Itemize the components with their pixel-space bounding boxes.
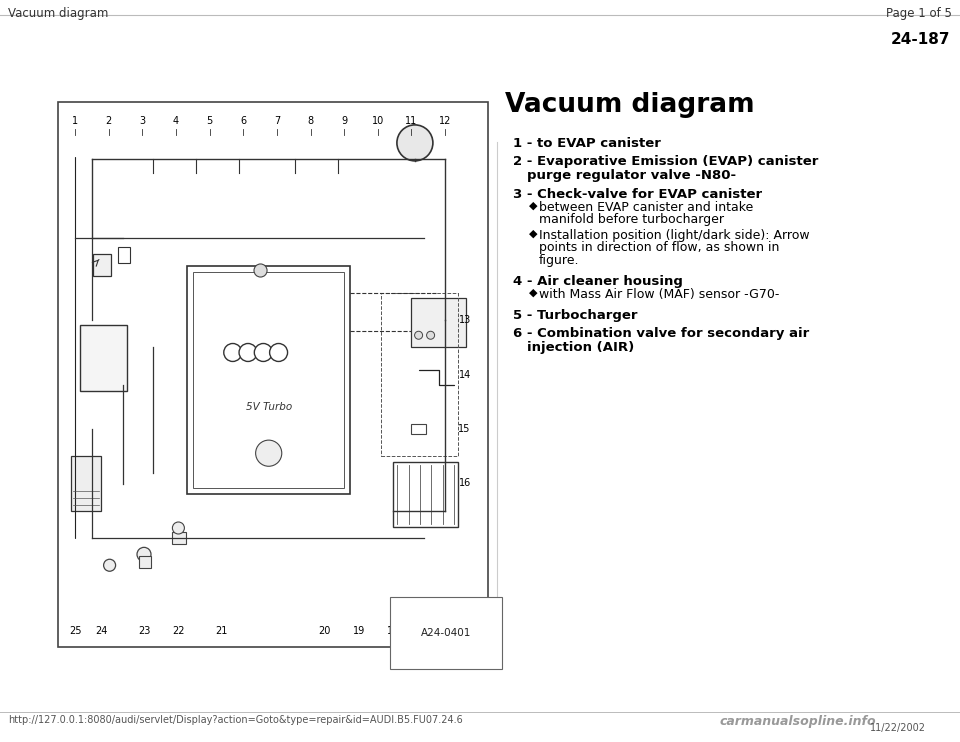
Text: 5: 5: [206, 116, 213, 125]
Bar: [139, 556, 151, 568]
Text: 5 - Turbocharger: 5 - Turbocharger: [513, 309, 637, 321]
Text: between EVAP canister and intake: between EVAP canister and intake: [539, 201, 754, 214]
Text: 6 - Combination valve for secondary air: 6 - Combination valve for secondary air: [513, 327, 809, 340]
Text: Vacuum diagram: Vacuum diagram: [505, 92, 755, 118]
Text: 10: 10: [372, 116, 384, 125]
Text: 19: 19: [353, 626, 365, 636]
Text: 5V Turbo: 5V Turbo: [246, 402, 292, 413]
Text: 9: 9: [341, 116, 348, 125]
Circle shape: [104, 559, 115, 571]
Text: 1: 1: [72, 116, 79, 125]
Bar: [80, 326, 127, 391]
Bar: [380, 293, 458, 456]
Circle shape: [396, 125, 433, 161]
Text: 3: 3: [139, 116, 146, 125]
Text: 16: 16: [459, 479, 470, 488]
Text: Page 1 of 5: Page 1 of 5: [886, 7, 952, 20]
Circle shape: [137, 548, 151, 562]
Text: ◆: ◆: [529, 201, 538, 211]
Bar: [71, 456, 101, 510]
Text: 4 - Air cleaner housing: 4 - Air cleaner housing: [513, 275, 683, 287]
Bar: [193, 272, 345, 488]
Bar: [411, 298, 467, 347]
Circle shape: [415, 331, 422, 339]
Text: 24: 24: [95, 626, 108, 636]
Text: 1 - to EVAP canister: 1 - to EVAP canister: [513, 137, 660, 150]
Text: purge regulator valve -N80-: purge regulator valve -N80-: [527, 169, 736, 182]
Circle shape: [224, 344, 242, 361]
Circle shape: [254, 264, 267, 277]
Bar: [187, 266, 350, 494]
Text: 12: 12: [439, 116, 451, 125]
Text: manifold before turbocharger: manifold before turbocharger: [539, 214, 724, 226]
Text: 25: 25: [69, 626, 82, 636]
Text: ◆: ◆: [529, 288, 538, 298]
Text: 14: 14: [459, 370, 470, 379]
Text: 11/22/2002: 11/22/2002: [870, 723, 926, 733]
Text: 13: 13: [459, 315, 470, 325]
Text: points in direction of flow, as shown in: points in direction of flow, as shown in: [539, 241, 780, 255]
Text: 2: 2: [106, 116, 112, 125]
Text: 4: 4: [173, 116, 180, 125]
Circle shape: [239, 344, 257, 361]
Circle shape: [255, 440, 282, 466]
Text: carmanualsopline.info: carmanualsopline.info: [720, 715, 876, 728]
Bar: [394, 462, 458, 527]
Bar: [117, 246, 130, 263]
Text: 22: 22: [172, 626, 184, 636]
Bar: [58, 102, 488, 647]
Bar: [93, 254, 111, 275]
Text: 8: 8: [307, 116, 314, 125]
Text: 15: 15: [459, 424, 470, 434]
Text: 7: 7: [274, 116, 280, 125]
Circle shape: [270, 344, 288, 361]
Text: 18: 18: [387, 626, 399, 636]
Text: 24-187: 24-187: [891, 32, 950, 47]
Text: A24-0401: A24-0401: [420, 628, 471, 638]
Circle shape: [173, 522, 184, 534]
Text: with Mass Air Flow (MAF) sensor -G70-: with Mass Air Flow (MAF) sensor -G70-: [539, 288, 780, 301]
Text: figure.: figure.: [539, 254, 580, 267]
Text: 20: 20: [319, 626, 331, 636]
Bar: [173, 532, 186, 544]
Text: 2 - Evaporative Emission (EVAP) canister: 2 - Evaporative Emission (EVAP) canister: [513, 156, 818, 168]
Text: Installation position (light/dark side): Arrow: Installation position (light/dark side):…: [539, 229, 809, 242]
Text: http://127.0.0.1:8080/audi/servlet/Display?action=Goto&type=repair&id=AUDI.B5.FU: http://127.0.0.1:8080/audi/servlet/Displ…: [8, 715, 463, 725]
Text: 11: 11: [405, 116, 418, 125]
Text: Vacuum diagram: Vacuum diagram: [8, 7, 108, 20]
Text: 6: 6: [240, 116, 247, 125]
Text: 3 - Check-valve for EVAP canister: 3 - Check-valve for EVAP canister: [513, 188, 762, 200]
Circle shape: [254, 344, 273, 361]
Text: 17: 17: [465, 626, 477, 636]
Bar: [411, 424, 425, 435]
Text: injection (AIR): injection (AIR): [527, 341, 635, 353]
Text: 21: 21: [215, 626, 228, 636]
Text: ◆: ◆: [529, 229, 538, 239]
Text: 23: 23: [138, 626, 150, 636]
Circle shape: [426, 331, 435, 339]
